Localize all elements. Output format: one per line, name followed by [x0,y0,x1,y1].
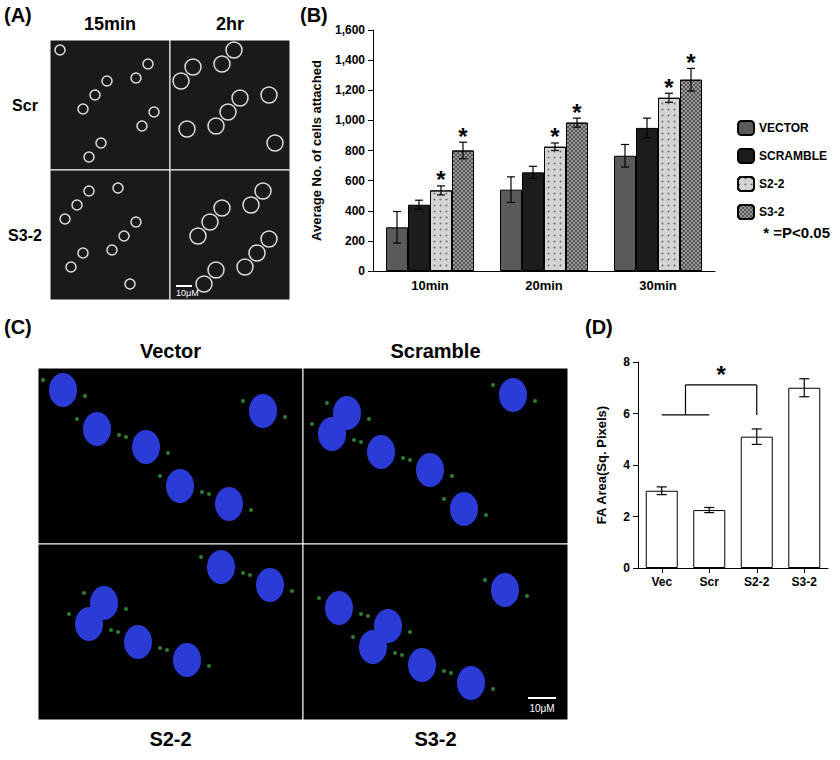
svg-text:0: 0 [358,264,365,278]
svg-text:1,200: 1,200 [335,83,365,97]
svg-text:*: * [572,99,582,126]
svg-text:1,400: 1,400 [335,53,365,67]
svg-text:FA Area(Sq. Pixels): FA Area(Sq. Pixels) [594,406,609,524]
svg-text:6: 6 [623,407,630,421]
svg-text:200: 200 [345,234,365,248]
svg-text:* =P<0.05: * =P<0.05 [763,224,830,241]
svg-text:600: 600 [345,174,365,188]
svg-text:10min: 10min [411,278,449,293]
svg-text:20min: 20min [525,278,563,293]
svg-text:8: 8 [623,355,630,369]
svg-text:S3-2: S3-2 [792,575,818,589]
svg-text:10μM: 10μM [529,703,554,714]
svg-text:*: * [664,74,674,101]
svg-text:800: 800 [345,144,365,158]
svg-text:S2-2: S2-2 [744,575,770,589]
svg-text:Scr: Scr [700,575,720,589]
svg-text:2hr: 2hr [216,14,244,34]
svg-text:4: 4 [623,458,630,472]
svg-text:S2-2: S2-2 [149,728,191,750]
svg-text:Vec: Vec [651,575,672,589]
svg-text:15min: 15min [84,14,136,34]
svg-text:(C): (C) [4,316,32,338]
svg-text:400: 400 [345,204,365,218]
svg-text:(A): (A) [4,4,32,26]
svg-text:S3-2: S3-2 [414,728,456,750]
svg-text:Vector: Vector [140,340,201,362]
svg-text:S3-2: S3-2 [759,205,785,219]
svg-text:10μM: 10μM [176,288,199,298]
svg-text:30min: 30min [639,278,677,293]
svg-text:Scr: Scr [12,97,38,114]
svg-text:VECTOR: VECTOR [759,121,809,135]
svg-text:2: 2 [623,510,630,524]
svg-text:*: * [686,49,696,76]
svg-text:*: * [436,166,446,193]
svg-text:Scramble: Scramble [390,340,480,362]
svg-text:*: * [458,123,468,150]
svg-text:SCRAMBLE: SCRAMBLE [759,149,827,163]
svg-text:*: * [716,361,726,388]
svg-text:S3-2: S3-2 [8,227,42,244]
svg-text:1,600: 1,600 [335,23,365,37]
svg-text:(B): (B) [300,4,328,26]
svg-text:Average No. of cells attached: Average No. of cells attached [309,60,324,241]
svg-text:S2-2: S2-2 [759,177,785,191]
svg-text:*: * [550,123,560,150]
svg-text:(D): (D) [585,316,613,338]
svg-text:1,000: 1,000 [335,113,365,127]
svg-text:0: 0 [623,561,630,575]
